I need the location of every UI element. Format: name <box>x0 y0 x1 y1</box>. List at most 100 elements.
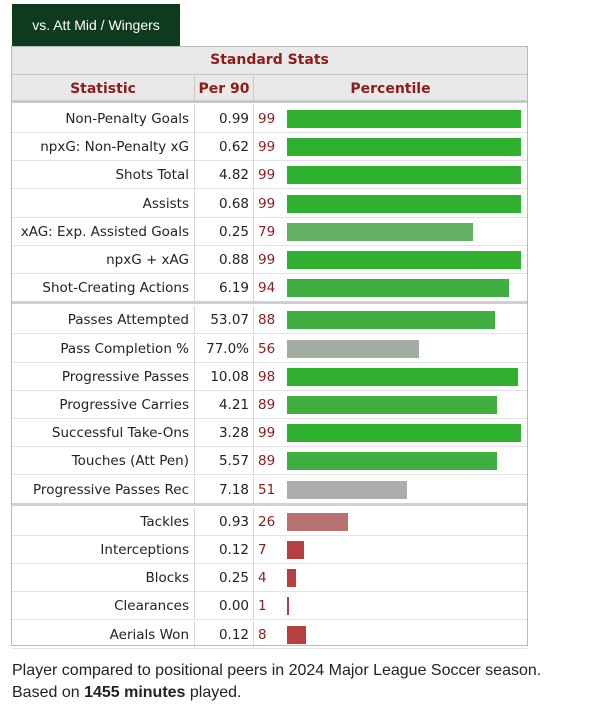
percentile-bar <box>287 194 521 213</box>
percentile-value: 8 <box>258 626 267 643</box>
percentile-bar <box>287 569 297 588</box>
table-row: Blocks 0.25 4 <box>12 564 527 593</box>
group-header: Standard Stats <box>12 47 527 75</box>
table-row: Aerials Won 0.12 8 <box>12 620 527 649</box>
percentile-value: 98 <box>258 368 276 385</box>
percentile-bar <box>287 541 304 559</box>
statistic-label: npxG: Non-Penalty xG <box>12 133 195 162</box>
percentile-bar <box>287 424 521 443</box>
per90-value: 6.19 <box>195 274 254 303</box>
per90-value: 0.25 <box>195 564 254 593</box>
table-row: Assists 0.68 99 <box>12 189 527 218</box>
statistic-label: Tackles <box>12 507 195 536</box>
percentile-bar <box>287 138 521 157</box>
percentile-bar <box>287 625 306 644</box>
statistic-label: xAG: Exp. Assisted Goals <box>12 217 195 246</box>
table-row: Tackles 0.93 26 <box>12 507 527 536</box>
footer-minutes: 1455 minutes <box>84 684 186 701</box>
statistic-label: Aerials Won <box>12 620 195 649</box>
percentile-bar <box>287 452 498 471</box>
statistic-label: Progressive Carries <box>12 391 195 419</box>
statistic-label: Assists <box>12 189 195 218</box>
table-row: Progressive Carries 4.21 89 <box>12 391 527 419</box>
table-row: Clearances 0.00 1 <box>12 592 527 621</box>
statistic-label: Progressive Passes Rec <box>12 475 195 504</box>
per90-value: 10.08 <box>195 362 254 391</box>
footer-line-2: Based on 1455 minutes played. <box>12 682 592 704</box>
percentile-value: 89 <box>258 453 276 470</box>
per90-value: 0.62 <box>195 133 254 162</box>
statistic-label: Clearances <box>12 592 195 621</box>
statistic-label: Progressive Passes <box>12 362 195 391</box>
percentile-bar <box>287 311 495 330</box>
percentile-value: 4 <box>258 570 267 587</box>
percentile-bar <box>287 222 474 241</box>
percentile-value: 99 <box>258 252 276 268</box>
table-row: Shot-Creating Actions 6.19 94 <box>12 274 527 303</box>
group-separator <box>12 301 527 305</box>
percentile-bar <box>287 480 408 499</box>
percentile-bar <box>287 339 420 358</box>
footer-suffix: played. <box>185 684 242 701</box>
per90-value: 0.93 <box>195 507 254 536</box>
per90-value: 3.28 <box>195 419 254 448</box>
per90-value: 0.99 <box>195 105 254 133</box>
per90-value: 0.12 <box>195 620 254 649</box>
per90-value: 4.82 <box>195 161 254 190</box>
statistic-label: Blocks <box>12 564 195 593</box>
statistic-label: Interceptions <box>12 536 195 564</box>
percentile-value: 88 <box>258 312 276 329</box>
per90-value: 5.57 <box>195 447 254 476</box>
column-header-statistic[interactable]: Statistic <box>12 75 195 103</box>
per90-value: 0.00 <box>195 592 254 621</box>
column-header-percentile[interactable]: Percentile <box>254 75 527 103</box>
percentile-value: 99 <box>258 195 276 212</box>
percentile-bar <box>287 110 521 128</box>
per90-value: 4.21 <box>195 391 254 419</box>
statistic-label: Passes Attempted <box>12 306 195 335</box>
percentile-value: 79 <box>258 223 276 240</box>
statistic-label: Non-Penalty Goals <box>12 105 195 133</box>
footer-note: Player compared to positional peers in 2… <box>12 660 592 704</box>
table-row: npxG: Non-Penalty xG 0.62 99 <box>12 133 527 162</box>
percentile-value: 99 <box>258 167 276 184</box>
column-header-per90[interactable]: Per 90 <box>195 75 254 103</box>
scouting-report-table: Standard Stats Statistic Per 90 Percenti… <box>11 46 528 649</box>
per90-value: 0.25 <box>195 217 254 246</box>
table-row: Shots Total 4.82 99 <box>12 161 527 190</box>
percentile-value: 99 <box>258 111 276 127</box>
per90-value: 7.18 <box>195 475 254 504</box>
table-row: Passes Attempted 53.07 88 <box>12 306 527 335</box>
statistic-label: Touches (Att Pen) <box>12 447 195 476</box>
tab-att-mid-wingers[interactable]: vs. Att Mid / Wingers <box>12 4 180 46</box>
percentile-bar <box>287 597 290 616</box>
percentile-value: 26 <box>258 513 276 530</box>
percentile-bar <box>287 367 519 386</box>
statistic-label: npxG + xAG <box>12 246 195 274</box>
percentile-bar <box>287 251 521 269</box>
statistic-label: Shots Total <box>12 161 195 190</box>
per90-value: 0.88 <box>195 246 254 274</box>
table-row: Progressive Passes Rec 7.18 51 <box>12 475 527 504</box>
percentile-value: 56 <box>258 340 276 357</box>
per90-value: 0.12 <box>195 536 254 564</box>
table-row: xAG: Exp. Assisted Goals 0.25 79 <box>12 217 527 246</box>
group-separator <box>12 502 527 506</box>
percentile-value: 89 <box>258 397 276 413</box>
percentile-value: 99 <box>258 425 276 442</box>
footer-line-1: Player compared to positional peers in 2… <box>12 662 542 679</box>
percentile-bar <box>287 279 509 298</box>
percentile-value: 99 <box>258 139 276 156</box>
percentile-value: 51 <box>258 481 276 498</box>
table-row: npxG + xAG 0.88 99 <box>12 246 527 274</box>
statistic-label: Shot-Creating Actions <box>12 274 195 303</box>
table-row: Successful Take-Ons 3.28 99 <box>12 419 527 448</box>
percentile-value: 1 <box>258 598 267 615</box>
percentile-bar <box>287 166 521 185</box>
statistic-label: Successful Take-Ons <box>12 419 195 448</box>
per90-value: 77.0% <box>195 334 254 363</box>
percentile-value: 7 <box>258 542 267 558</box>
percentile-bar <box>287 512 349 531</box>
per90-value: 0.68 <box>195 189 254 218</box>
percentile-bar <box>287 396 498 414</box>
